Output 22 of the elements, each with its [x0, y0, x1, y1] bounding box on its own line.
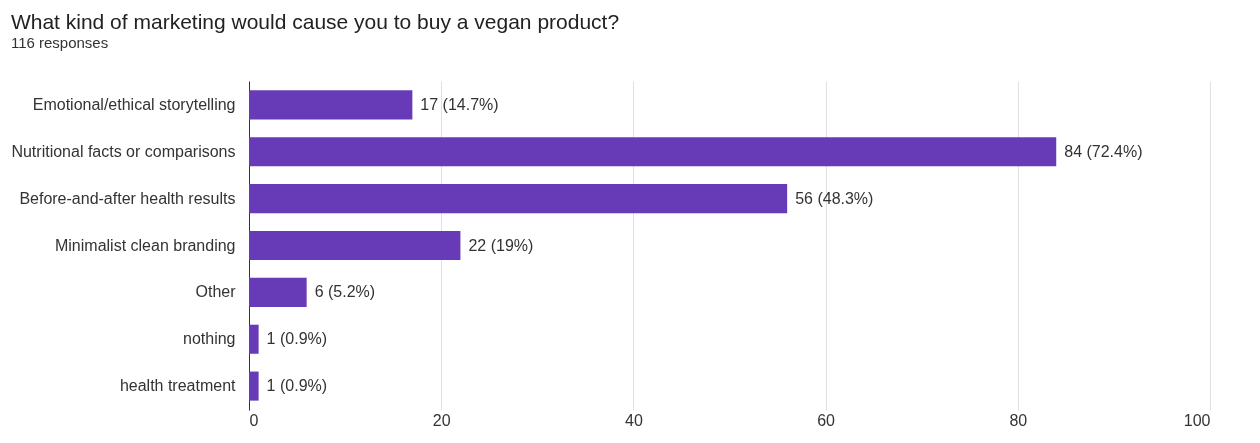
y-tick-label: health treatment — [119, 377, 237, 395]
data-label: 1 (0.9%) — [266, 330, 328, 348]
y-tick-label: nothing — [183, 330, 236, 348]
x-tick-label: 20 — [432, 411, 451, 429]
text: 116 responses — [10, 34, 109, 51]
y-tick-label: Minimalist clean branding — [54, 236, 236, 254]
data-label: 1 (0.9%) — [266, 377, 328, 395]
y-tick-label: Emotional/ethical storytelling — [32, 95, 236, 113]
x-tick-label: 0 — [249, 411, 259, 429]
data-label: 22 (19%) — [468, 236, 534, 254]
data-label: 6 (5.2%) — [314, 283, 376, 301]
x-tick-label: 80 — [1009, 411, 1028, 429]
chart-title: What kind of marketing would cause you to buy a vegan product? — [10, 10, 620, 33]
y-tick-label: Other — [195, 283, 237, 301]
data-label: 17 (14.7%) — [420, 95, 499, 113]
x-tick-label: 40 — [625, 411, 643, 429]
x-tick-label: 60 — [817, 411, 836, 429]
y-tick-label: Before-and-after health results — [19, 189, 236, 207]
data-label: 56 (48.3%) — [795, 189, 874, 207]
y-tick-label: Nutritional facts or comparisons — [11, 142, 236, 160]
data-label: 84 (72.4%) — [1064, 142, 1143, 160]
x-tick-label: 100 — [1183, 411, 1211, 429]
